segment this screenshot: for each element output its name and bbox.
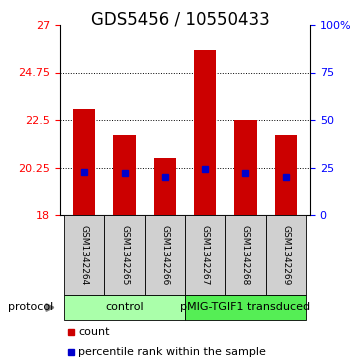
Bar — [266, 215, 306, 295]
Text: count: count — [78, 327, 109, 337]
Text: pMIG-TGIF1 transduced: pMIG-TGIF1 transduced — [180, 302, 310, 313]
Bar — [194, 50, 216, 215]
Bar — [73, 109, 95, 215]
Bar — [145, 215, 185, 295]
Bar — [234, 120, 257, 215]
Bar — [64, 295, 185, 320]
Text: GSM1342265: GSM1342265 — [120, 225, 129, 285]
Text: GSM1342264: GSM1342264 — [80, 225, 89, 285]
Text: percentile rank within the sample: percentile rank within the sample — [78, 347, 266, 357]
Bar — [225, 215, 266, 295]
Bar — [185, 215, 225, 295]
Text: GSM1342269: GSM1342269 — [281, 225, 290, 285]
Text: GSM1342268: GSM1342268 — [241, 225, 250, 285]
Text: GSM1342267: GSM1342267 — [201, 225, 210, 285]
Bar — [113, 135, 136, 215]
Text: protocol: protocol — [8, 302, 53, 313]
Bar — [154, 158, 176, 215]
Text: GDS5456 / 10550433: GDS5456 / 10550433 — [91, 11, 270, 29]
Text: control: control — [105, 302, 144, 313]
Bar — [104, 215, 145, 295]
Bar — [64, 215, 104, 295]
Text: GSM1342266: GSM1342266 — [160, 225, 169, 285]
Bar — [275, 135, 297, 215]
Bar — [185, 295, 306, 320]
